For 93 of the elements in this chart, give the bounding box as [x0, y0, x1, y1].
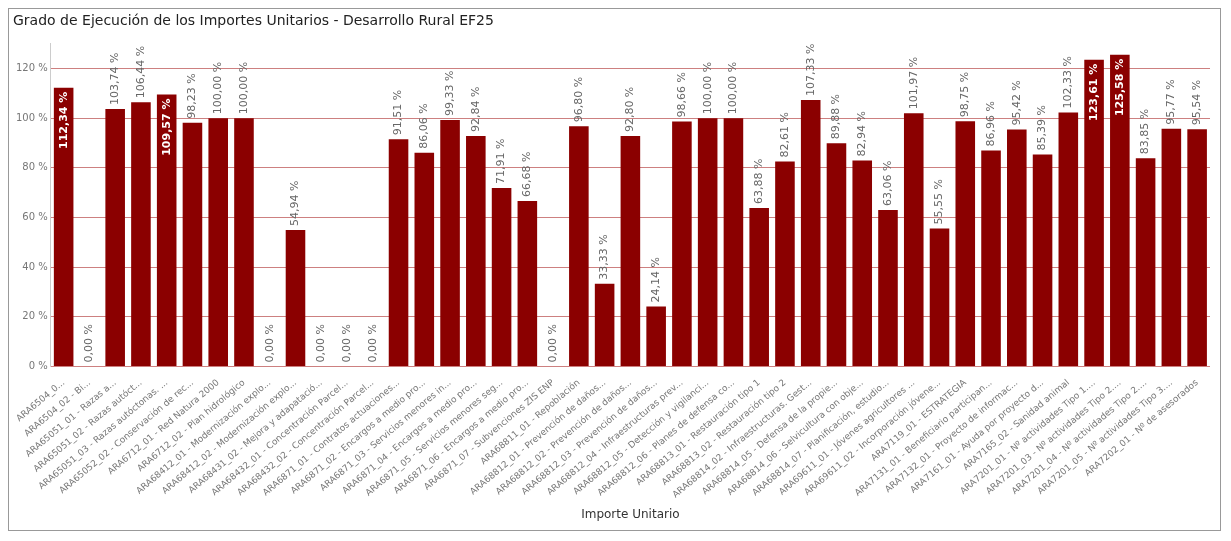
data-label: 100,00 % [211, 61, 225, 115]
data-label: 95,42 % [1009, 80, 1023, 126]
bar [388, 139, 409, 367]
bar [414, 152, 435, 367]
data-label: 125,58 % [1112, 58, 1126, 117]
y-tick-label: 40 % [22, 260, 48, 272]
data-label: 0,00 % [339, 323, 353, 363]
bar [672, 121, 692, 367]
data-label: 100,00 % [700, 61, 714, 115]
bar [1135, 158, 1156, 367]
bar [569, 126, 589, 367]
data-label: 112,34 % [56, 91, 70, 149]
bar [620, 136, 641, 367]
bar [878, 209, 898, 367]
data-label: 33,33 % [597, 234, 611, 280]
data-label: 92,84 % [468, 86, 482, 133]
bar [1084, 59, 1104, 367]
y-tick-label: 20 % [22, 310, 48, 322]
data-label: 95,77 % [1164, 79, 1178, 125]
bar [929, 228, 950, 367]
bar [466, 136, 486, 367]
chart-title: Grado de Ejecución de los Importes Unitarios - Desarrollo Rural EF25 [13, 12, 494, 29]
bar [517, 200, 538, 367]
data-label: 92,80 % [623, 86, 637, 133]
bar [182, 122, 203, 367]
data-label: 100,00 % [726, 61, 740, 115]
bar [775, 161, 795, 367]
y-tick-label: 0 % [28, 360, 48, 372]
data-label: 0,00 % [545, 323, 559, 363]
data-label: 95,54 % [1189, 79, 1203, 126]
data-label: 82,61 % [777, 111, 791, 158]
data-label: 96,80 % [571, 76, 585, 123]
bar [852, 160, 873, 367]
y-tick-label: 120 % [15, 62, 48, 74]
data-label: 82,94 % [855, 111, 869, 157]
bar [156, 94, 177, 367]
bar [440, 119, 460, 367]
data-label: 123,61 % [1086, 63, 1100, 121]
x-axis-title: Importe Unitario [581, 506, 680, 521]
y-tick-label: 60 % [22, 211, 48, 223]
bar [697, 118, 718, 367]
data-label: 86,06 % [417, 103, 431, 149]
data-label: 83,85 % [1138, 108, 1152, 155]
data-label: 91,51 % [391, 89, 405, 136]
bar [723, 118, 744, 367]
data-label: 63,06 % [880, 160, 894, 206]
bar [800, 100, 821, 367]
bar [234, 118, 254, 367]
data-label: 109,57 % [159, 98, 173, 156]
data-label: 100,00 % [236, 61, 250, 115]
bar [903, 113, 924, 367]
data-label: 99,33 % [442, 70, 456, 116]
bar [208, 118, 228, 367]
data-label: 106,44 % [133, 45, 147, 99]
data-label: 63,88 % [752, 158, 766, 204]
data-label: 54,94 % [288, 180, 302, 227]
bar [1187, 129, 1207, 367]
bar [53, 87, 74, 367]
bar [1110, 54, 1130, 367]
bar [105, 108, 125, 367]
y-tick-label: 80 % [22, 161, 48, 173]
data-label: 98,66 % [674, 72, 688, 118]
data-label: 101,97 % [906, 56, 920, 110]
data-label: 103,74 % [108, 52, 122, 105]
data-label: 89,88 % [829, 93, 843, 140]
data-label: 55,55 % [932, 179, 946, 225]
bar [1161, 128, 1182, 367]
bar [1032, 154, 1053, 367]
bar [955, 121, 976, 367]
data-label: 102,33 % [1061, 56, 1075, 109]
bar [285, 230, 306, 367]
data-label: 86,96 % [983, 101, 997, 147]
data-label: 107,33 % [803, 43, 817, 97]
bar [1058, 112, 1079, 367]
y-tick-label: 100 % [15, 111, 48, 123]
bar [749, 207, 769, 367]
data-label: 66,68 % [520, 151, 534, 197]
data-label: 98,75 % [958, 71, 972, 118]
bar [491, 187, 512, 367]
data-label: 0,00 % [365, 323, 379, 363]
bar [646, 306, 666, 367]
data-label: 0,00 % [82, 323, 96, 363]
bar [131, 102, 151, 367]
data-label: 98,23 % [185, 73, 199, 119]
bar [826, 143, 847, 367]
bar [981, 150, 1001, 367]
data-label: 0,00 % [262, 323, 276, 363]
data-label: 71,91 % [494, 138, 508, 184]
data-label: 0,00 % [314, 323, 328, 363]
data-label: 85,39 % [1035, 105, 1049, 151]
data-label: 24,14 % [649, 257, 662, 303]
bar [1007, 129, 1027, 367]
bar [594, 283, 615, 367]
